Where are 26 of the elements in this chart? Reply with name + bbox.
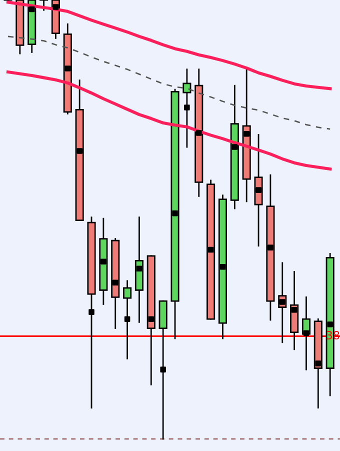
point (244, 130, 250, 137)
point (291, 306, 298, 313)
point (64, 66, 71, 72)
candlestick (123, 280, 132, 360)
point (327, 321, 333, 328)
candlestick (182, 68, 192, 148)
point (268, 244, 274, 250)
point (303, 330, 310, 336)
point (172, 210, 178, 216)
point (184, 104, 190, 110)
point (196, 130, 202, 136)
point (256, 187, 262, 193)
point (148, 316, 154, 322)
point (52, 4, 59, 10)
point (220, 264, 226, 270)
point (208, 246, 214, 253)
point (160, 366, 166, 372)
point (112, 280, 118, 286)
point (124, 316, 130, 322)
point (232, 144, 238, 150)
point (136, 266, 142, 272)
point (315, 360, 322, 366)
point (88, 309, 94, 315)
point (28, 6, 35, 12)
point (100, 258, 106, 264)
point (76, 148, 82, 154)
